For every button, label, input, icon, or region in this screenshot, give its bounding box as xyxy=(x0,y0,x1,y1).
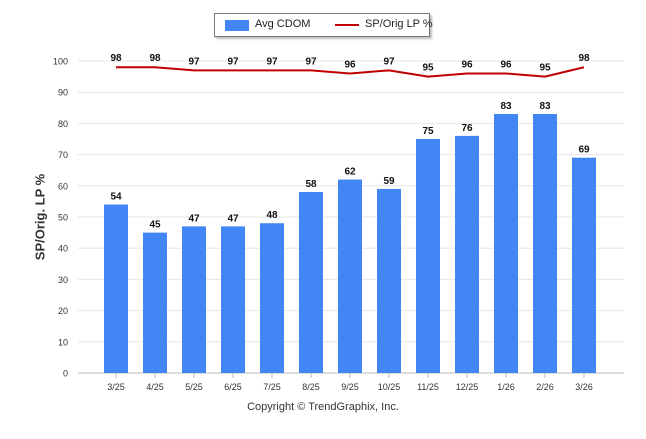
bar-avg-cdom xyxy=(221,226,245,373)
line-data-label: 96 xyxy=(500,59,512,70)
line-data-label: 98 xyxy=(149,53,161,64)
bar-data-label: 47 xyxy=(188,213,200,224)
x-tick-label: 2/26 xyxy=(536,382,554,392)
x-tick-label: 1/26 xyxy=(497,382,515,392)
bar-avg-cdom xyxy=(377,188,401,373)
x-tick-label: 3/26 xyxy=(575,382,593,392)
bar-data-label: 54 xyxy=(110,192,122,203)
bar-avg-cdom xyxy=(260,223,284,373)
x-tick-label: 6/25 xyxy=(224,382,242,392)
legend-swatch-avg-cdom xyxy=(225,20,249,31)
bar-avg-cdom xyxy=(299,192,323,373)
y-tick-label: 30 xyxy=(58,275,68,285)
copyright-text: Copyright © TrendGraphix, Inc. xyxy=(247,401,399,413)
y-tick-label: 50 xyxy=(58,213,68,223)
line-data-label: 98 xyxy=(578,53,590,64)
bar-avg-cdom xyxy=(104,204,128,373)
line-data-label: 97 xyxy=(227,56,239,67)
bar-data-label: 58 xyxy=(305,179,317,190)
bar-data-label: 69 xyxy=(578,145,590,156)
x-tick-label: 3/25 xyxy=(107,382,125,392)
bar-avg-cdom xyxy=(533,114,557,373)
x-tick-label: 9/25 xyxy=(341,382,359,392)
legend-label-sp-orig: SP/Orig LP % xyxy=(365,18,433,30)
bar-data-label: 59 xyxy=(383,176,395,187)
x-tick-label: 11/25 xyxy=(417,382,439,392)
bar-data-label: 45 xyxy=(149,220,161,231)
y-tick-label: 60 xyxy=(58,181,68,191)
y-tick-label: 10 xyxy=(58,337,68,347)
legend: Avg CDOM SP/Orig LP % xyxy=(214,13,433,37)
bar-avg-cdom xyxy=(416,139,440,373)
y-tick-label: 40 xyxy=(58,244,68,254)
x-tick-label: 10/25 xyxy=(378,382,401,392)
line-sp-orig-lp xyxy=(116,66,585,78)
y-tick-label: 70 xyxy=(58,150,68,160)
y-tick-label: 20 xyxy=(58,306,68,316)
legend-label-avg-cdom: Avg CDOM xyxy=(255,18,311,30)
bar-avg-cdom xyxy=(182,226,206,373)
line-data-label: 97 xyxy=(383,56,395,67)
bar-avg-cdom xyxy=(572,157,596,373)
bar-data-label: 76 xyxy=(461,123,473,134)
bar-data-label: 75 xyxy=(422,126,434,137)
line-data-label: 97 xyxy=(305,56,317,67)
line-data-label: 96 xyxy=(344,59,356,70)
bar-data-label: 83 xyxy=(500,101,512,112)
y-tick-label: 0 xyxy=(63,369,68,379)
line-data-label: 97 xyxy=(266,56,278,67)
y-tick-label: 100 xyxy=(53,57,68,67)
bar-avg-cdom xyxy=(494,114,518,373)
bar-data-label: 47 xyxy=(227,213,239,224)
x-tick-label: 7/25 xyxy=(263,382,281,392)
x-tick-label: 12/25 xyxy=(456,382,479,392)
bar-avg-cdom xyxy=(143,232,167,373)
x-tick-label: 5/25 xyxy=(185,382,203,392)
line-data-label: 96 xyxy=(461,59,473,70)
y-tick-label: 80 xyxy=(58,119,68,129)
line-data-label: 95 xyxy=(539,63,551,74)
bar-data-label: 83 xyxy=(539,101,551,112)
y-axis-label: SP/Orig. LP % xyxy=(32,173,48,261)
line-data-label: 95 xyxy=(422,63,434,74)
x-tick-label: 8/25 xyxy=(302,382,320,392)
legend-swatch-sp-orig xyxy=(335,24,359,26)
x-tick-label: 4/25 xyxy=(146,382,164,392)
y-tick-label: 90 xyxy=(58,88,68,98)
line-data-label: 97 xyxy=(188,56,200,67)
line-data-label: 98 xyxy=(110,53,122,64)
bar-avg-cdom xyxy=(455,135,479,373)
bar-avg-cdom xyxy=(338,179,362,373)
bar-data-label: 48 xyxy=(266,210,278,221)
bar-data-label: 62 xyxy=(344,167,356,178)
